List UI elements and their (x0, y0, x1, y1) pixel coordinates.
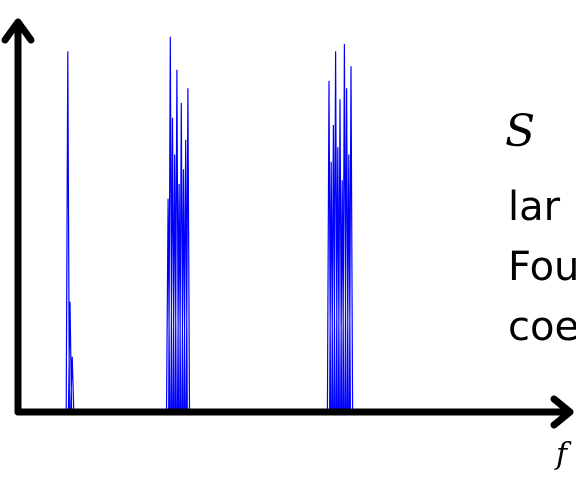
spectrum-peak-2 (165, 36, 191, 413)
spectrum-peak-1 (65, 51, 75, 413)
x-axis (14, 395, 574, 429)
spectrum-peaks (65, 36, 354, 413)
spectrum-peak-3 (326, 44, 354, 413)
y-axis (1, 18, 35, 416)
x-axis-label: f (556, 437, 568, 472)
side-text-line-3: coe (508, 304, 576, 350)
sparsity-symbol: S (505, 106, 536, 157)
side-text-line-2: Fou (508, 244, 576, 290)
side-text-line-1: lar (508, 184, 561, 230)
